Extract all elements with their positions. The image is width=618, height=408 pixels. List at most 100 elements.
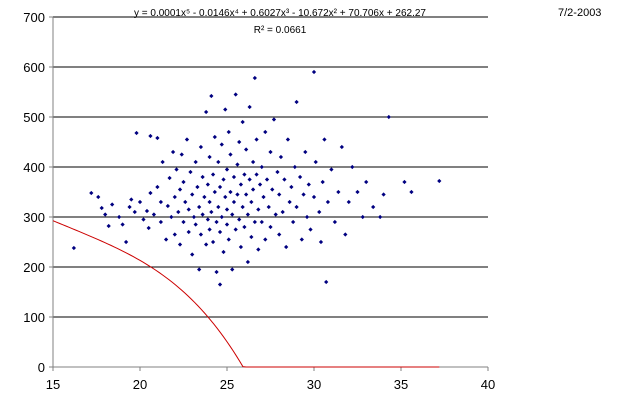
data-point <box>249 199 254 205</box>
data-point <box>299 237 304 242</box>
data-point <box>210 239 216 245</box>
data-point <box>198 144 204 150</box>
data-point <box>137 199 143 205</box>
data-point <box>322 137 327 142</box>
data-point <box>116 214 122 220</box>
data-point <box>292 164 297 170</box>
data-point <box>169 214 174 220</box>
data-point <box>210 172 216 177</box>
data-point <box>223 194 228 200</box>
data-point <box>224 207 230 212</box>
data-point <box>183 199 188 205</box>
data-point <box>174 167 179 172</box>
data-point <box>226 237 231 242</box>
x-tick-label: 35 <box>394 377 408 392</box>
data-point <box>240 204 245 210</box>
data-point <box>233 92 238 97</box>
data-point <box>360 214 365 220</box>
data-point <box>148 133 153 139</box>
data-point <box>249 234 254 240</box>
data-point <box>103 212 108 217</box>
data-point <box>233 227 238 232</box>
y-tick-label: 200 <box>23 260 45 275</box>
data-point <box>197 204 202 210</box>
data-point <box>242 172 247 177</box>
data-point <box>176 209 181 215</box>
data-point <box>437 178 442 184</box>
data-point <box>402 179 407 185</box>
data-point <box>329 167 334 172</box>
data-point <box>266 204 271 210</box>
data-point <box>254 172 259 177</box>
data-point <box>110 202 115 207</box>
data-point <box>96 194 101 200</box>
data-point <box>346 199 351 205</box>
data-point <box>364 179 369 185</box>
data-point <box>289 184 294 190</box>
data-point <box>71 245 77 251</box>
data-point <box>198 232 204 237</box>
data-point <box>294 204 299 210</box>
data-point <box>89 190 94 196</box>
data-point <box>245 259 251 265</box>
data-point <box>219 214 224 220</box>
data-point <box>193 222 198 227</box>
data-point <box>242 224 247 230</box>
data-point <box>245 212 251 217</box>
data-point <box>371 204 376 210</box>
data-point <box>151 212 157 217</box>
data-point <box>285 137 291 142</box>
data-point <box>190 192 195 197</box>
data-point <box>217 229 223 235</box>
data-point <box>181 179 186 185</box>
data-point <box>184 137 190 142</box>
data-point <box>179 152 184 157</box>
x-tick-label: 15 <box>46 377 60 392</box>
data-point <box>200 174 205 180</box>
data-point <box>324 279 329 285</box>
data-point <box>247 177 252 182</box>
data-point <box>332 219 338 225</box>
data-point <box>197 267 202 272</box>
data-point <box>188 169 193 175</box>
data-point <box>214 269 219 275</box>
data-point <box>203 109 209 115</box>
data-point <box>264 177 270 182</box>
data-point <box>271 117 277 122</box>
data-point <box>268 149 273 155</box>
data-point <box>172 194 177 200</box>
y-tick-label: 100 <box>23 310 45 325</box>
data-point <box>205 182 210 187</box>
data-point <box>177 187 183 192</box>
data-point <box>231 174 237 180</box>
data-point <box>275 169 280 175</box>
data-point <box>256 247 261 252</box>
data-point <box>106 223 111 229</box>
data-point <box>381 192 386 197</box>
y-tick-label: 700 <box>23 10 45 25</box>
data-point <box>193 159 198 165</box>
data-point <box>132 209 137 215</box>
data-point <box>325 199 331 205</box>
data-point <box>339 144 344 150</box>
data-point <box>252 75 257 81</box>
data-point <box>203 242 209 247</box>
data-point <box>306 182 311 187</box>
data-point <box>301 192 306 197</box>
data-point <box>235 192 240 197</box>
data-point <box>209 209 214 215</box>
data-point <box>244 192 249 197</box>
y-tick-label: 500 <box>23 110 45 125</box>
data-point <box>377 214 383 220</box>
data-point <box>320 179 325 185</box>
data-point <box>252 219 257 225</box>
data-point <box>148 190 153 196</box>
data-point <box>308 227 313 232</box>
data-point <box>282 177 287 182</box>
data-point <box>230 212 235 217</box>
data-point <box>261 194 266 200</box>
data-point <box>386 114 391 120</box>
data-point <box>141 217 146 222</box>
data-point <box>207 199 212 205</box>
